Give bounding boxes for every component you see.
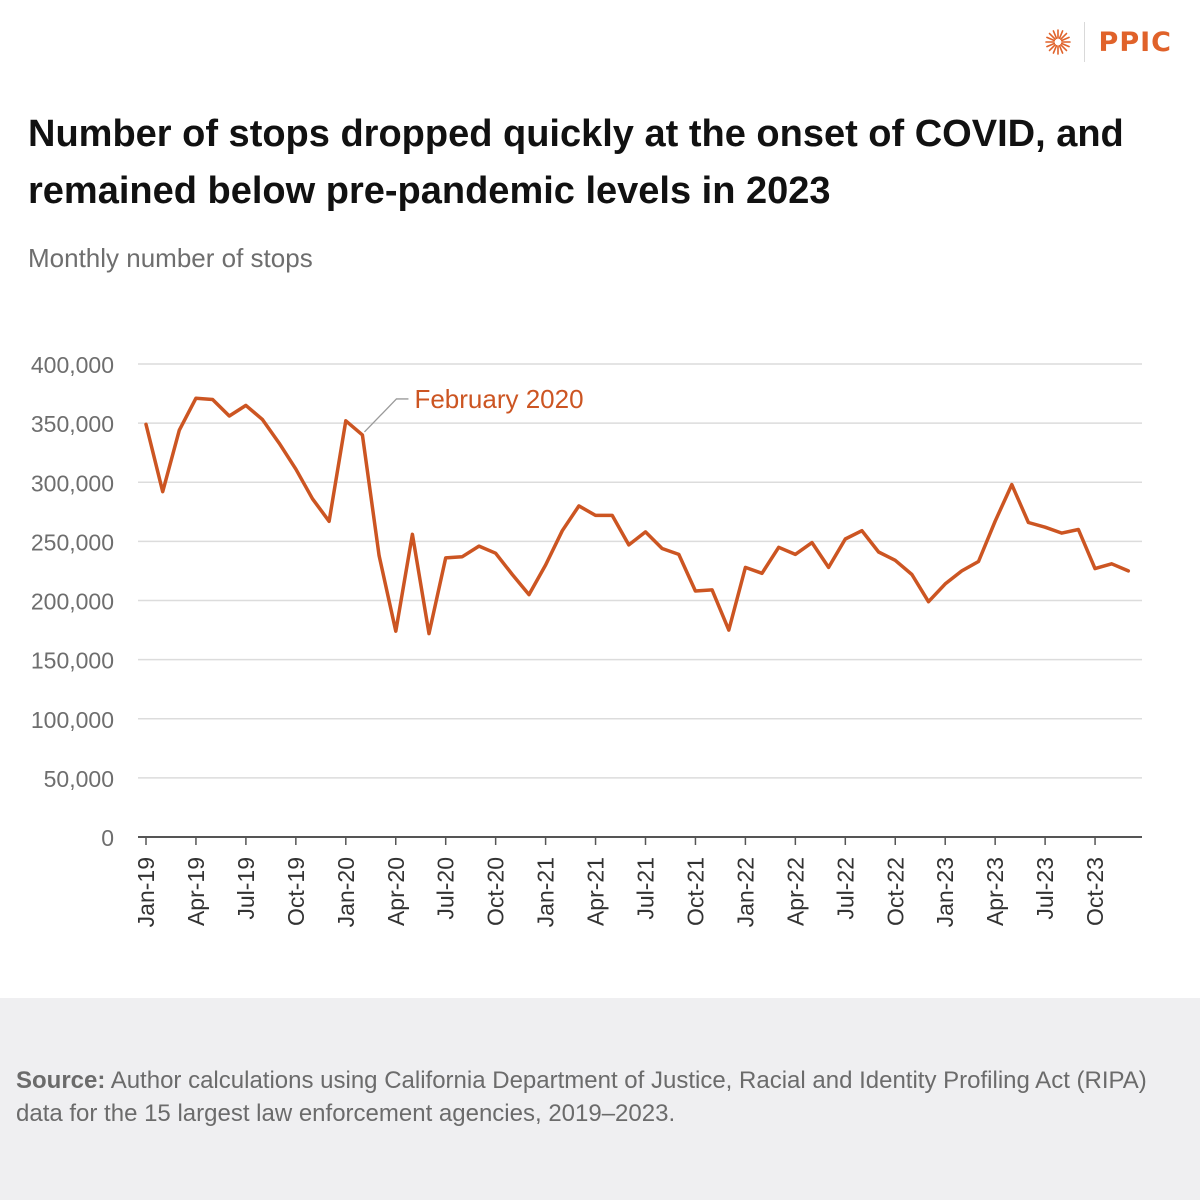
x-tick-label: Jan-21 bbox=[533, 857, 559, 927]
y-tick-label: 250,000 bbox=[31, 529, 114, 555]
x-tick-label: Jan-20 bbox=[333, 857, 359, 927]
x-tick-label: Oct-23 bbox=[1082, 857, 1108, 926]
y-tick-label: 350,000 bbox=[31, 411, 114, 437]
x-tick-label: Apr-20 bbox=[383, 857, 409, 926]
x-tick-label: Oct-20 bbox=[483, 857, 509, 926]
chart-subtitle: Monthly number of stops bbox=[28, 243, 313, 273]
source-note: Source: Author calculations using Califo… bbox=[16, 1064, 1176, 1130]
y-tick-label: 100,000 bbox=[31, 707, 114, 733]
x-tick-label: Oct-22 bbox=[882, 857, 908, 926]
x-tick-label: Jul-19 bbox=[233, 857, 259, 920]
x-tick-label: Apr-19 bbox=[183, 857, 209, 926]
y-tick-label: 150,000 bbox=[31, 648, 114, 674]
x-tick-label: Oct-21 bbox=[682, 857, 708, 926]
source-footer: Source: Author calculations using Califo… bbox=[0, 998, 1200, 1200]
x-tick-label: Apr-23 bbox=[982, 857, 1008, 926]
logo-divider bbox=[1083, 22, 1085, 62]
annotation-leader bbox=[363, 398, 409, 433]
ppic-logo: PPIC bbox=[1044, 18, 1172, 66]
x-tick-label: Apr-21 bbox=[583, 857, 609, 926]
x-tick-label: Jul-20 bbox=[433, 857, 459, 920]
line-chart: 0 50,000 100,000 150,000 200,000 250,000 300,0… bbox=[31, 352, 1142, 927]
y-tick-label: 50,000 bbox=[44, 766, 114, 792]
x-tick-label: Apr-22 bbox=[782, 857, 808, 926]
chart-title: Number of stops dropped quickly at the o… bbox=[28, 113, 1124, 212]
y-tick-label: 300,000 bbox=[31, 470, 114, 496]
x-tick-label: Jul-22 bbox=[832, 857, 858, 920]
x-tick-label: Jan-22 bbox=[732, 857, 758, 927]
sunburst-icon bbox=[1044, 29, 1071, 55]
x-tick-label: Oct-19 bbox=[283, 857, 309, 926]
annotation-label: February 2020 bbox=[414, 384, 583, 414]
y-tick-label: 400,000 bbox=[31, 352, 114, 378]
brand-name: PPIC bbox=[1098, 26, 1172, 58]
x-tick-label: Jan-23 bbox=[932, 857, 958, 927]
x-tick-label: Jul-21 bbox=[633, 857, 659, 920]
x-tick-label: Jan-19 bbox=[133, 857, 159, 927]
series-line bbox=[144, 396, 1131, 636]
source-label: Source: bbox=[16, 1067, 106, 1094]
y-tick-label: 200,000 bbox=[31, 589, 114, 615]
y-tick-label: 0 bbox=[101, 825, 114, 851]
source-text: Author calculations using California Dep… bbox=[16, 1067, 1147, 1127]
x-tick-label: Jul-23 bbox=[1032, 857, 1058, 920]
